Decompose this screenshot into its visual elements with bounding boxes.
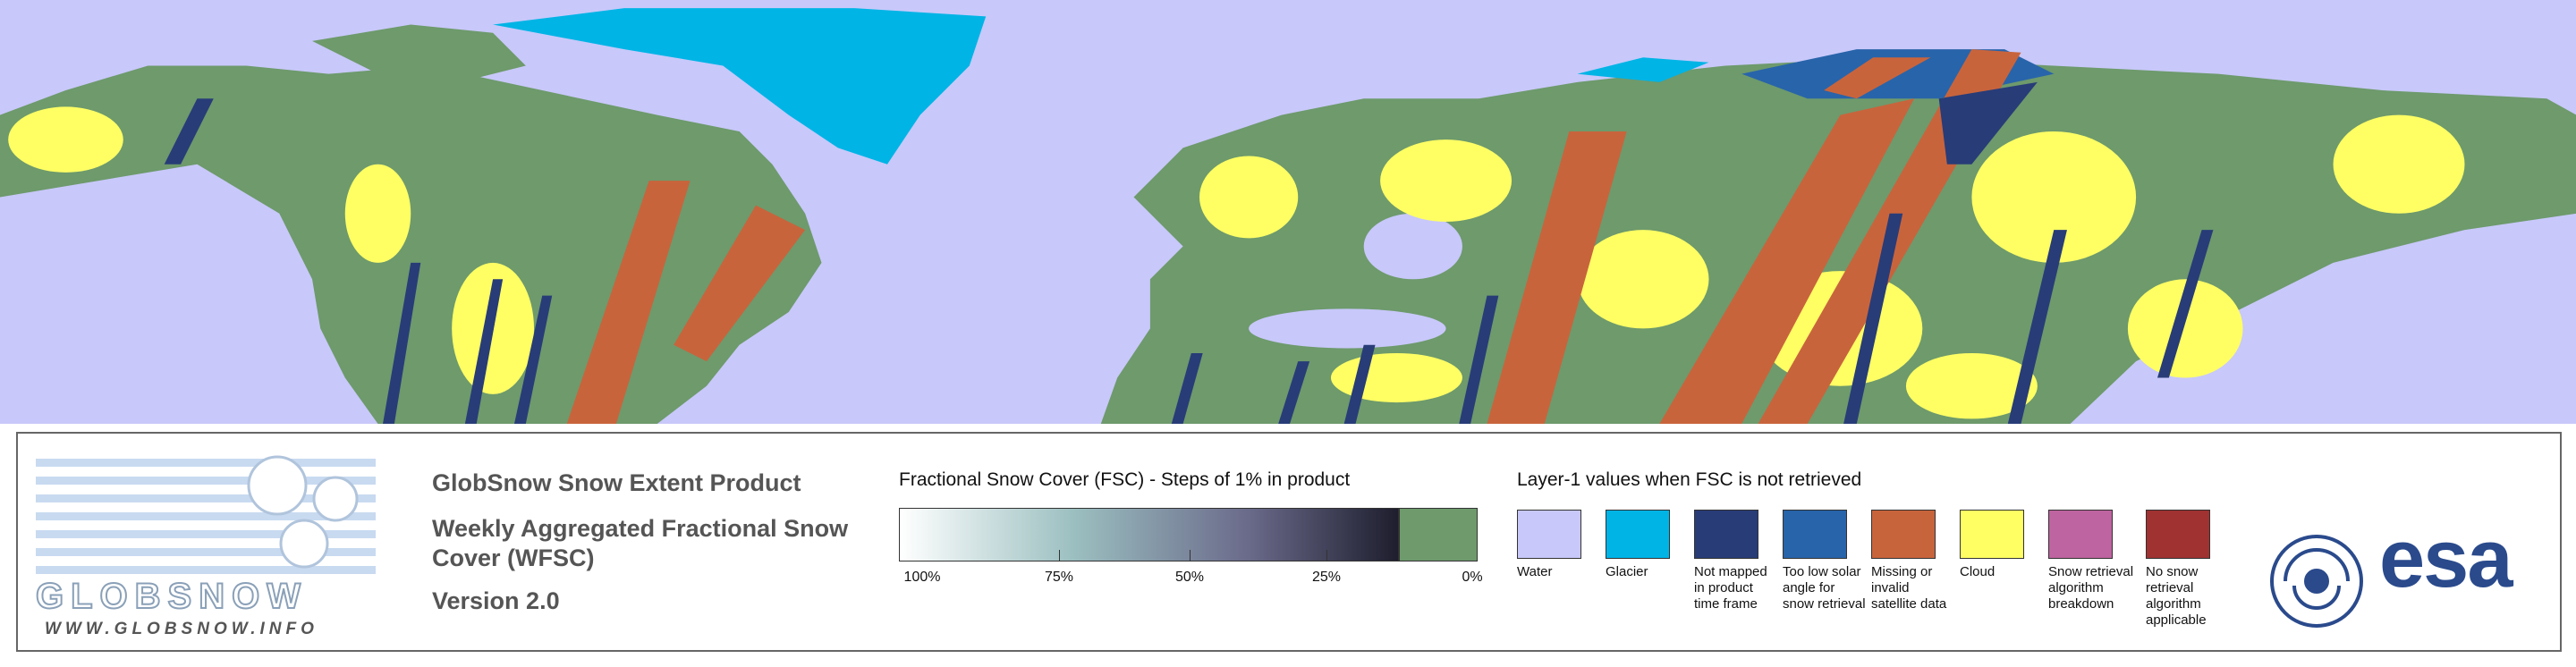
legend-item: No snow retrieval algorithm applicable bbox=[2146, 510, 2232, 629]
fsc-gradient bbox=[899, 508, 1399, 561]
legend-item: Snow retrieval algorithm breakdown bbox=[2048, 510, 2134, 612]
fsc-tick-label: 75% bbox=[1044, 570, 1074, 585]
legend-item: Water bbox=[1517, 510, 1603, 580]
fsc-zero bbox=[1399, 508, 1478, 561]
legend-label: Not mapped in product time frame bbox=[1694, 564, 1767, 612]
legend-panel: GLOBSNOW WWW.GLOBSNOW.INFO GlobSnow Snow… bbox=[16, 432, 2562, 652]
esa-logo: esa bbox=[2379, 513, 2512, 604]
fsc-title: Fractional Snow Cover (FSC) - Steps of 1… bbox=[899, 469, 1351, 490]
esa-emblem bbox=[2270, 535, 2363, 628]
legend-label: Snow retrieval algorithm breakdown bbox=[2048, 564, 2134, 612]
legend-swatch bbox=[1783, 510, 1847, 559]
legend-swatch bbox=[1871, 510, 1936, 559]
legend-label: Missing or invalid satellite data bbox=[1871, 564, 1947, 612]
product-subtitle: Weekly Aggregated Fractional Snow Cover … bbox=[432, 515, 849, 571]
product-title: GlobSnow Snow Extent Product bbox=[432, 469, 801, 496]
legend-label: Water bbox=[1517, 564, 1553, 579]
legend-swatch bbox=[2146, 510, 2210, 559]
fsc-tick-label: 100% bbox=[903, 570, 941, 585]
legend-swatch bbox=[2048, 510, 2113, 559]
snow-map bbox=[0, 0, 2576, 424]
fsc-tick bbox=[1326, 550, 1327, 561]
fsc-tick bbox=[1190, 550, 1191, 561]
legend-item: Missing or invalid satellite data bbox=[1871, 510, 1957, 612]
legend-label: Glacier bbox=[1606, 564, 1648, 579]
fsc-tick-label: 0% bbox=[1462, 570, 1483, 585]
legend-label: No snow retrieval algorithm applicable bbox=[2146, 564, 2207, 628]
logo-name: GLOBSNOW bbox=[35, 576, 308, 617]
legend-label: Cloud bbox=[1960, 564, 1996, 579]
fsc-tick-label: 25% bbox=[1311, 570, 1342, 585]
product-version: Version 2.0 bbox=[432, 587, 560, 614]
layer1-title: Layer-1 values when FSC is not retrieved bbox=[1517, 469, 1862, 490]
legend-label: Too low solar angle for snow retrieval bbox=[1783, 564, 1866, 612]
legend-item: Not mapped in product time frame bbox=[1694, 510, 1780, 612]
globsnow-stripes bbox=[36, 455, 376, 574]
legend-swatch bbox=[1694, 510, 1758, 559]
fsc-tick-label: 50% bbox=[1174, 570, 1205, 585]
legend-swatch bbox=[1960, 510, 2024, 559]
legend-item: Cloud bbox=[1960, 510, 2046, 580]
legend-swatch bbox=[1517, 510, 1581, 559]
logo-url: WWW.GLOBSNOW.INFO bbox=[45, 620, 318, 638]
legend-item: Too low solar angle for snow retrieval bbox=[1783, 510, 1868, 612]
legend-item: Glacier bbox=[1606, 510, 1691, 580]
fsc-tick bbox=[1059, 550, 1060, 561]
legend-swatch bbox=[1606, 510, 1670, 559]
